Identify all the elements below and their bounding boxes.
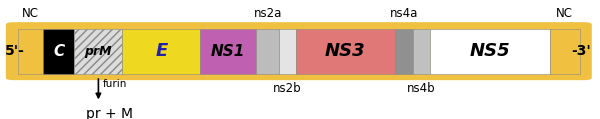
Bar [395, 29, 413, 74]
Text: NC: NC [22, 7, 39, 20]
Text: C: C [53, 44, 64, 59]
Text: prM: prM [85, 45, 112, 58]
Text: NC: NC [556, 7, 573, 20]
Text: NS1: NS1 [211, 44, 245, 59]
Text: pr + M: pr + M [86, 107, 133, 119]
Bar [279, 29, 296, 74]
Bar [296, 29, 395, 74]
Text: ns2b: ns2b [273, 82, 302, 95]
Text: 5'-: 5'- [5, 44, 25, 58]
Bar [430, 29, 550, 74]
Text: NS5: NS5 [469, 42, 510, 60]
FancyBboxPatch shape [7, 24, 590, 79]
Bar [413, 29, 430, 74]
Bar [256, 29, 279, 74]
Bar [43, 29, 74, 74]
Text: ns4b: ns4b [407, 82, 436, 95]
Text: E: E [155, 42, 167, 60]
Bar [200, 29, 256, 74]
Bar [550, 29, 580, 74]
Bar [18, 29, 43, 74]
Bar [74, 29, 122, 74]
Text: ns4a: ns4a [389, 7, 418, 20]
Text: -3': -3' [571, 44, 591, 58]
Text: NS3: NS3 [325, 42, 365, 60]
Text: ns2a: ns2a [253, 7, 282, 20]
Text: furin: furin [103, 79, 128, 89]
Bar [122, 29, 200, 74]
